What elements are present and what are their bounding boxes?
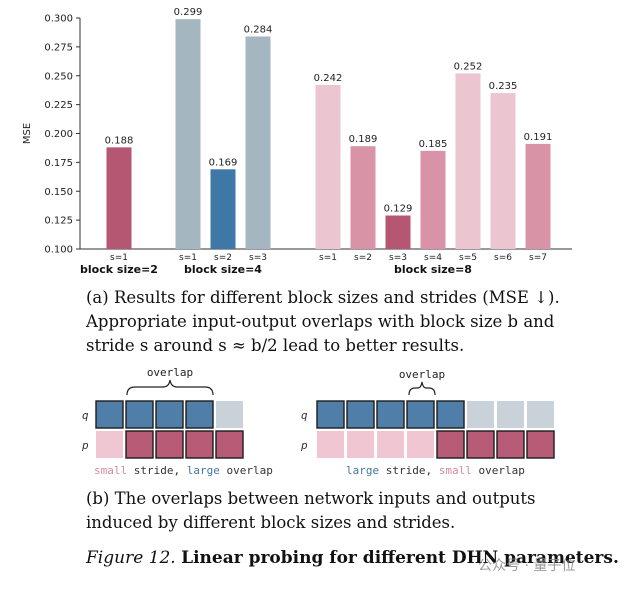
overlap-brace-left bbox=[126, 379, 214, 396]
y-tick-label: 0.200 bbox=[44, 129, 73, 140]
x-tick-label: s=4 bbox=[424, 253, 442, 263]
x-tick-label: s=2 bbox=[354, 253, 372, 263]
x-tick-label: s=1 bbox=[319, 253, 337, 263]
bar bbox=[210, 169, 236, 249]
q-cell bbox=[216, 401, 243, 428]
p-cell bbox=[96, 431, 123, 458]
bar-value-label: 0.169 bbox=[209, 157, 238, 168]
p-cell bbox=[347, 431, 374, 458]
legend-left-word1: small bbox=[94, 464, 128, 477]
legend-right-word1: large bbox=[346, 464, 380, 477]
x-tick-label: s=5 bbox=[459, 253, 477, 263]
row-label-p: p bbox=[81, 439, 89, 452]
y-tick-label: 0.275 bbox=[44, 42, 73, 53]
q-cell bbox=[406, 400, 435, 429]
bar-value-label: 0.242 bbox=[314, 73, 343, 84]
p-cell bbox=[317, 431, 344, 458]
legend-right-text1: stride, bbox=[379, 464, 439, 477]
p-cell bbox=[436, 430, 465, 459]
group-label: block size=4 bbox=[184, 263, 262, 276]
q-cell bbox=[316, 400, 345, 429]
watermark: 公众号 · 量子位 bbox=[478, 558, 576, 574]
p-cell bbox=[466, 430, 495, 459]
bar bbox=[175, 19, 201, 250]
caption-b: (b) The overlaps between network inputs … bbox=[86, 489, 536, 532]
p-cell bbox=[215, 430, 244, 459]
bar bbox=[455, 73, 481, 249]
bar bbox=[350, 146, 376, 249]
q-cell bbox=[527, 401, 554, 428]
mse-bar-chart: 0.100 0.125 0.150 0.175 0.200 0.225 0.250 0.275… bbox=[22, 7, 572, 276]
y-tick-label: 0.125 bbox=[44, 216, 73, 227]
legend-right-text2: overlap bbox=[471, 464, 525, 477]
group-label: block size=8 bbox=[394, 263, 472, 276]
bar-value-label: 0.185 bbox=[419, 139, 448, 150]
bar-value-label: 0.189 bbox=[349, 134, 378, 145]
caption-a: (a) Results for different block sizes an… bbox=[86, 288, 560, 355]
legend-right: large stride, small overlap bbox=[346, 464, 525, 477]
p-cell bbox=[526, 430, 555, 459]
q-cell bbox=[436, 400, 465, 429]
bar bbox=[315, 84, 341, 250]
legend-right-word2: small bbox=[438, 464, 472, 477]
bar bbox=[245, 36, 271, 250]
bar bbox=[525, 143, 551, 249]
bar-value-label: 0.235 bbox=[489, 81, 518, 92]
y-axis-label: MSE bbox=[22, 123, 33, 144]
bar bbox=[420, 150, 446, 249]
bar-value-label: 0.129 bbox=[384, 204, 413, 215]
bar-value-label: 0.188 bbox=[105, 135, 134, 146]
x-tick-label: s=2 bbox=[214, 253, 232, 263]
y-tick-label: 0.150 bbox=[44, 187, 73, 198]
bar-value-label: 0.252 bbox=[454, 61, 483, 72]
row-label-p: p bbox=[300, 439, 308, 452]
bar bbox=[385, 215, 411, 249]
bar bbox=[490, 93, 516, 249]
legend-left-text2: overlap bbox=[219, 464, 273, 477]
y-tick-label: 0.300 bbox=[44, 14, 73, 25]
overlap-label-left: overlap bbox=[147, 366, 193, 379]
row-label-q: q bbox=[82, 409, 89, 422]
bar-value-label: 0.299 bbox=[174, 7, 203, 18]
q-cell bbox=[125, 400, 154, 429]
x-tick-label: s=3 bbox=[389, 253, 407, 263]
x-tick-label: s=1 bbox=[179, 253, 197, 263]
x-tick-label: s=3 bbox=[249, 253, 267, 263]
p-cell bbox=[377, 431, 404, 458]
bar-value-label: 0.191 bbox=[524, 132, 553, 143]
figure-caption: Figure 12. Linear probing for different … bbox=[86, 546, 626, 570]
legend-left-text1: stride, bbox=[127, 464, 187, 477]
q-cell bbox=[346, 400, 375, 429]
x-tick-label: s=7 bbox=[529, 253, 547, 263]
p-cell bbox=[155, 430, 184, 459]
p-cell bbox=[185, 430, 214, 459]
p-cell bbox=[125, 430, 154, 459]
x-tick-label: s=6 bbox=[494, 253, 512, 263]
q-cell bbox=[497, 401, 524, 428]
figure-label: Figure 12. bbox=[86, 548, 176, 568]
y-tick-label: 0.250 bbox=[44, 71, 73, 82]
p-cell bbox=[407, 431, 434, 458]
overlap-label-right: overlap bbox=[399, 368, 445, 381]
group-label: block size=2 bbox=[80, 263, 158, 276]
legend-left-word2: large bbox=[186, 464, 220, 477]
q-cell bbox=[95, 400, 124, 429]
x-tick-label: s=1 bbox=[110, 253, 128, 263]
y-tick-label: 0.225 bbox=[44, 100, 73, 111]
bar bbox=[106, 147, 132, 249]
y-tick-label: 0.100 bbox=[44, 245, 73, 256]
q-cell bbox=[376, 400, 405, 429]
overlap-brace-right bbox=[408, 381, 436, 396]
p-cell bbox=[496, 430, 525, 459]
row-label-q: q bbox=[301, 409, 308, 422]
bar-value-label: 0.284 bbox=[244, 24, 273, 35]
figure-title: Linear probing for different DHN paramet… bbox=[181, 548, 619, 568]
y-tick-label: 0.175 bbox=[44, 158, 73, 169]
legend-left: small stride, large overlap bbox=[94, 464, 273, 477]
q-cell bbox=[185, 400, 214, 429]
q-cell bbox=[467, 401, 494, 428]
q-cell bbox=[155, 400, 184, 429]
